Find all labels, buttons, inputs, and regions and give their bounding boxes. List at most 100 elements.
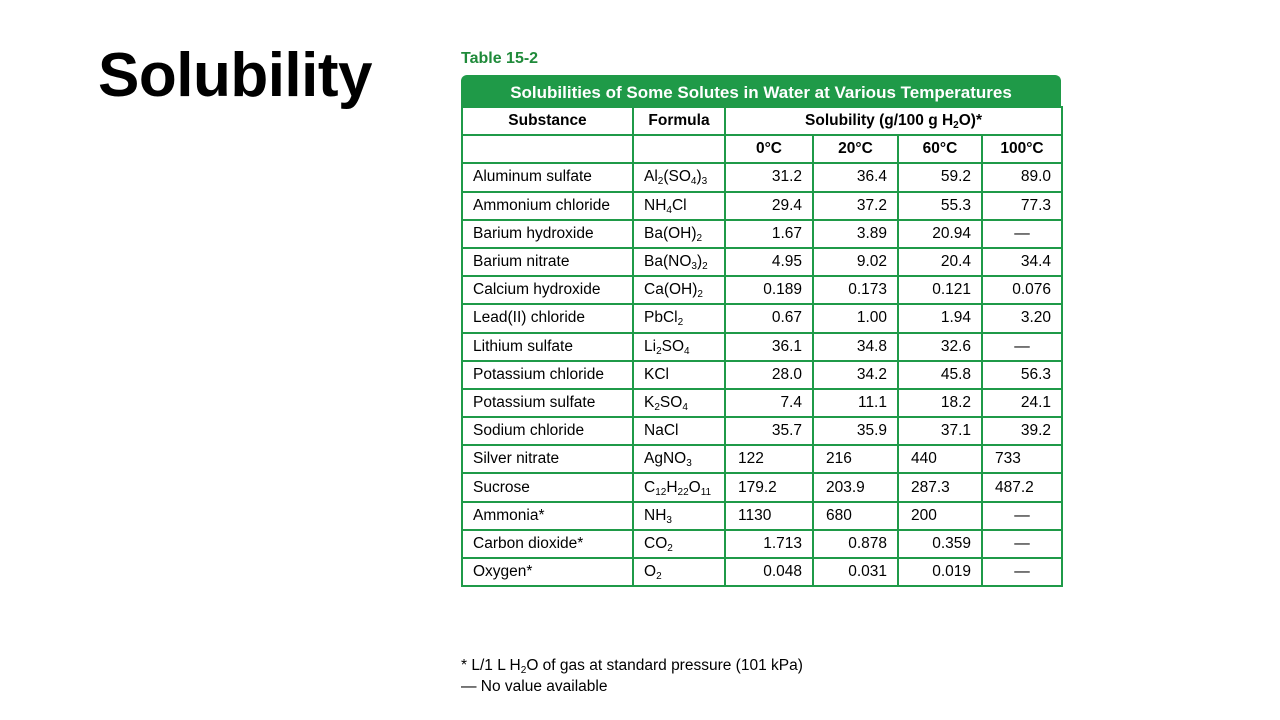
solubility-value-cell: 35.7 — [724, 416, 814, 447]
table-row: Sucrose C12H22O11 179.2 203.9 287.3 487.2 — [461, 472, 1064, 503]
formula-subscript: 4 — [684, 345, 690, 357]
formula-text: CO — [644, 534, 668, 552]
solubility-value-cell: 34.4 — [980, 246, 1064, 278]
solubility-value-cell: 9.02 — [812, 246, 899, 278]
solubility-value-cell: 7.4 — [724, 387, 814, 419]
table-caption: Solubilities of Some Solutes in Water at… — [461, 75, 1061, 106]
formula-cell: Ba(OH)2 — [632, 218, 726, 249]
solubility-value-cell: 733 — [980, 444, 1064, 475]
temp-60c: 60°C — [897, 134, 983, 165]
formula-subscript: 2 — [697, 289, 703, 301]
substance-cell: Calcium hydroxide — [461, 275, 634, 306]
formula-subscript: 2 — [654, 401, 660, 413]
solubility-value-cell: 11.1 — [812, 387, 899, 419]
solubility-value-cell: 24.1 — [980, 387, 1064, 419]
temp-100c: 100°C — [980, 134, 1064, 165]
table-row: Barium nitrate Ba(NO3)2 4.95 9.02 20.4 34.4 — [461, 246, 1064, 278]
solubility-value-cell: 45.8 — [897, 359, 983, 390]
formula-text: Al — [644, 168, 658, 186]
table-row: Lead(II) chloride PbCl2 0.67 1.00 1.94 3.20 — [461, 303, 1064, 334]
formula-text: Li — [644, 337, 657, 355]
solubility-value-cell: 680 — [812, 500, 899, 531]
solubility-table: Substance Formula Solubility (g/100 g H2… — [461, 105, 1064, 588]
substance-cell: Barium hydroxide — [461, 218, 634, 249]
temp-blank-substance — [461, 134, 634, 165]
formula-subscript: 3 — [701, 176, 708, 188]
formula-cell: NH3 — [632, 500, 726, 531]
table-row: Ammonium chloride NH4Cl 29.4 37.2 55.3 77.3 — [461, 190, 1064, 221]
substance-cell: Carbon dioxide* — [461, 528, 634, 560]
formula-subscript: 4 — [682, 401, 688, 413]
formula-text: NH — [644, 196, 667, 214]
solubility-value-cell: 1.94 — [897, 303, 983, 334]
solubility-value-cell: 122 — [724, 444, 814, 475]
substance-cell: Oxygen* — [461, 556, 634, 588]
solubility-value-cell: 32.6 — [897, 331, 983, 362]
header-formula: Formula — [632, 105, 726, 137]
solubility-value-cell: 3.20 — [980, 303, 1064, 334]
table-label: Table 15-2 — [461, 50, 539, 67]
formula-subscript: 2 — [656, 571, 662, 583]
formula-cell: KCl — [632, 359, 726, 390]
solubility-value-cell: 34.2 — [812, 359, 899, 390]
solubility-value-cell: 440 — [897, 444, 983, 475]
formula-cell: NaCl — [632, 416, 726, 447]
formula-subscript: 4 — [666, 204, 672, 216]
formula-cell: K2SO4 — [632, 387, 726, 419]
solubility-value-cell: 0.173 — [812, 275, 899, 306]
formula-text: ) — [696, 253, 703, 271]
formula-cell: Al2(SO4)3 — [632, 162, 726, 193]
header-solubility: Solubility (g/100 g H2O)* — [723, 105, 1064, 137]
formula-cell: Li2SO4 — [632, 331, 726, 362]
formula-text: Ba(OH) — [644, 224, 697, 242]
formula-cell: NH4Cl — [632, 190, 726, 221]
solubility-value-cell: 89.0 — [980, 162, 1064, 193]
solubility-table-container: Solubilities of Some Solutes in Water at… — [461, 75, 1064, 588]
formula-text: C — [644, 478, 656, 496]
substance-cell: Sucrose — [461, 472, 634, 503]
formula-subscript: 2 — [657, 176, 664, 188]
formula-text: NaCl — [644, 422, 679, 440]
formula-text: SO — [661, 337, 685, 355]
solubility-value-cell: 77.3 — [980, 190, 1064, 221]
temp-0c: 0°C — [724, 134, 814, 165]
solubility-value-cell: — — [980, 556, 1064, 588]
header-solubility-post: O)* — [958, 112, 982, 130]
solubility-value-cell: 4.95 — [724, 246, 814, 278]
table-row: Silver nitrate AgNO3 122 216 440 733 — [461, 444, 1064, 475]
footnote-gas-post: O of gas at standard pressure (101 kPa) — [526, 657, 803, 674]
footnote-no-value: — No value available — [461, 678, 608, 695]
formula-cell: C12H22O11 — [632, 472, 726, 503]
formula-text: H — [666, 478, 678, 496]
solubility-value-cell: 0.019 — [897, 556, 983, 588]
formula-cell: PbCl2 — [632, 303, 726, 334]
solubility-value-cell: 179.2 — [724, 472, 814, 503]
solubility-value-cell: 56.3 — [980, 359, 1064, 390]
header-solubility-pre: Solubility (g/100 g H — [805, 112, 954, 130]
substance-cell: Potassium sulfate — [461, 387, 634, 419]
footnotes: * L/1 L H2O of gas at standard pressure … — [461, 655, 803, 697]
solubility-value-cell: 287.3 — [897, 472, 983, 503]
solubility-value-cell: 36.4 — [812, 162, 899, 193]
formula-text: (SO — [663, 168, 691, 186]
table-row: Lithium sulfate Li2SO4 36.1 34.8 32.6— — [461, 331, 1064, 362]
substance-cell: Potassium chloride — [461, 359, 634, 390]
formula-text: NH — [644, 506, 667, 524]
solubility-value-cell: — — [980, 218, 1064, 249]
formula-subscript: 3 — [691, 261, 697, 273]
solubility-value-cell: 0.076 — [980, 275, 1064, 306]
formula-subscript: 2 — [667, 542, 673, 554]
solubility-value-cell: 487.2 — [980, 472, 1064, 503]
table-row: Aluminum sulfate Al2(SO4)3 31.2 36.4 59.2 89.… — [461, 162, 1064, 193]
slide-title: Solubility — [98, 41, 373, 110]
header-row: Substance Formula Solubility (g/100 g H2… — [461, 105, 1064, 137]
solubility-value-cell: 1.713 — [724, 528, 814, 560]
formula-text: SO — [659, 393, 683, 411]
formula-cell: O2 — [632, 556, 726, 588]
table-row: Barium hydroxide Ba(OH)2 1.67 3.89 20.94— — [461, 218, 1064, 249]
solubility-value-cell: 18.2 — [897, 387, 983, 419]
header-solubility-sub: 2 — [953, 120, 959, 132]
formula-subscript: 3 — [666, 514, 672, 526]
solubility-value-cell: — — [980, 500, 1064, 531]
